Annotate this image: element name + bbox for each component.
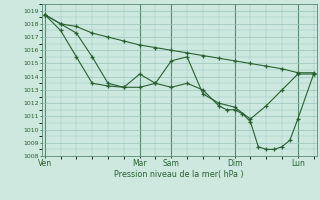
X-axis label: Pression niveau de la mer( hPa ): Pression niveau de la mer( hPa ) [114, 170, 244, 179]
